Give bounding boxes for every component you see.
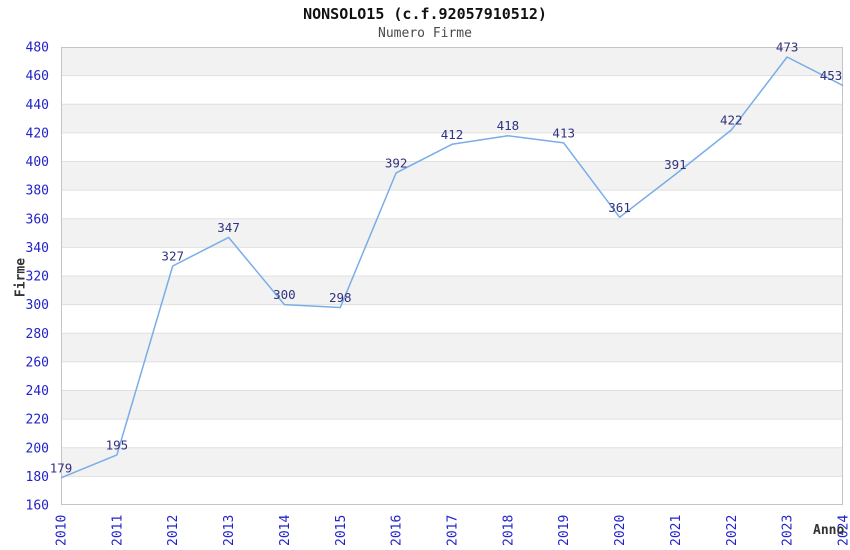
plot-band <box>61 104 843 133</box>
point-label: 347 <box>217 220 240 235</box>
y-tick-label: 220 <box>26 413 49 428</box>
plot-band <box>61 447 843 477</box>
y-tick-label: 340 <box>26 241 49 256</box>
x-tick-label: 2020 <box>613 515 628 546</box>
point-label: 473 <box>776 40 799 55</box>
point-label: 418 <box>497 118 520 133</box>
x-tick-label: 2019 <box>557 515 572 546</box>
point-label: 298 <box>329 290 352 305</box>
y-tick-label: 260 <box>26 355 49 370</box>
x-tick-label: 2023 <box>781 515 796 546</box>
x-tick-label: 2012 <box>166 515 181 546</box>
y-tick-label: 440 <box>26 98 49 113</box>
x-tick-label: 2021 <box>669 515 684 546</box>
point-label: 422 <box>720 113 743 128</box>
x-tick-label: 2015 <box>334 515 349 546</box>
plot-band <box>61 218 843 248</box>
plot-band <box>61 47 843 76</box>
x-tick-label: 2016 <box>390 515 405 546</box>
chart-title: NONSOLO15 (c.f.92057910512) <box>303 5 547 23</box>
y-tick-label: 160 <box>26 499 49 514</box>
y-tick-label: 240 <box>26 384 49 399</box>
point-label: 179 <box>50 460 73 475</box>
plot-band <box>61 276 843 305</box>
x-tick-label: 2017 <box>446 515 461 546</box>
y-tick-label: 480 <box>26 41 49 56</box>
point-label: 361 <box>608 200 631 215</box>
plot-border <box>61 47 843 505</box>
point-label: 327 <box>161 248 184 263</box>
point-label: 300 <box>273 287 296 302</box>
y-tick-label: 380 <box>26 184 49 199</box>
point-label: 195 <box>106 437 129 452</box>
x-tick-label: 2013 <box>222 515 237 546</box>
plot-band <box>61 390 843 420</box>
y-tick-label: 320 <box>26 270 49 285</box>
y-tick-label: 420 <box>26 126 49 141</box>
plot-band <box>61 333 843 362</box>
y-tick-label: 200 <box>26 441 49 456</box>
x-tick-label: 2011 <box>110 515 125 546</box>
y-tick-label: 400 <box>26 155 49 170</box>
chart-subtitle: Numero Firme <box>378 26 472 41</box>
y-tick-label: 300 <box>26 298 49 313</box>
point-label: 412 <box>441 127 464 142</box>
point-label: 413 <box>552 125 575 140</box>
y-tick-label: 280 <box>26 327 49 342</box>
x-tick-label: 2022 <box>725 515 740 546</box>
x-tick-label: 2010 <box>55 515 70 546</box>
point-label: 391 <box>664 157 687 172</box>
x-tick-label: 2014 <box>278 515 293 546</box>
y-tick-label: 180 <box>26 470 49 485</box>
data-line <box>60 56 844 479</box>
plot-band <box>61 161 843 191</box>
x-tick-label: 2018 <box>501 515 516 546</box>
y-tick-label: 460 <box>26 69 49 84</box>
y-tick-label: 360 <box>26 212 49 227</box>
point-label: 453 <box>820 68 843 83</box>
x-axis-title: Anno <box>813 523 845 538</box>
x-tick-label: 2024 <box>837 515 850 546</box>
point-label: 392 <box>385 155 408 170</box>
